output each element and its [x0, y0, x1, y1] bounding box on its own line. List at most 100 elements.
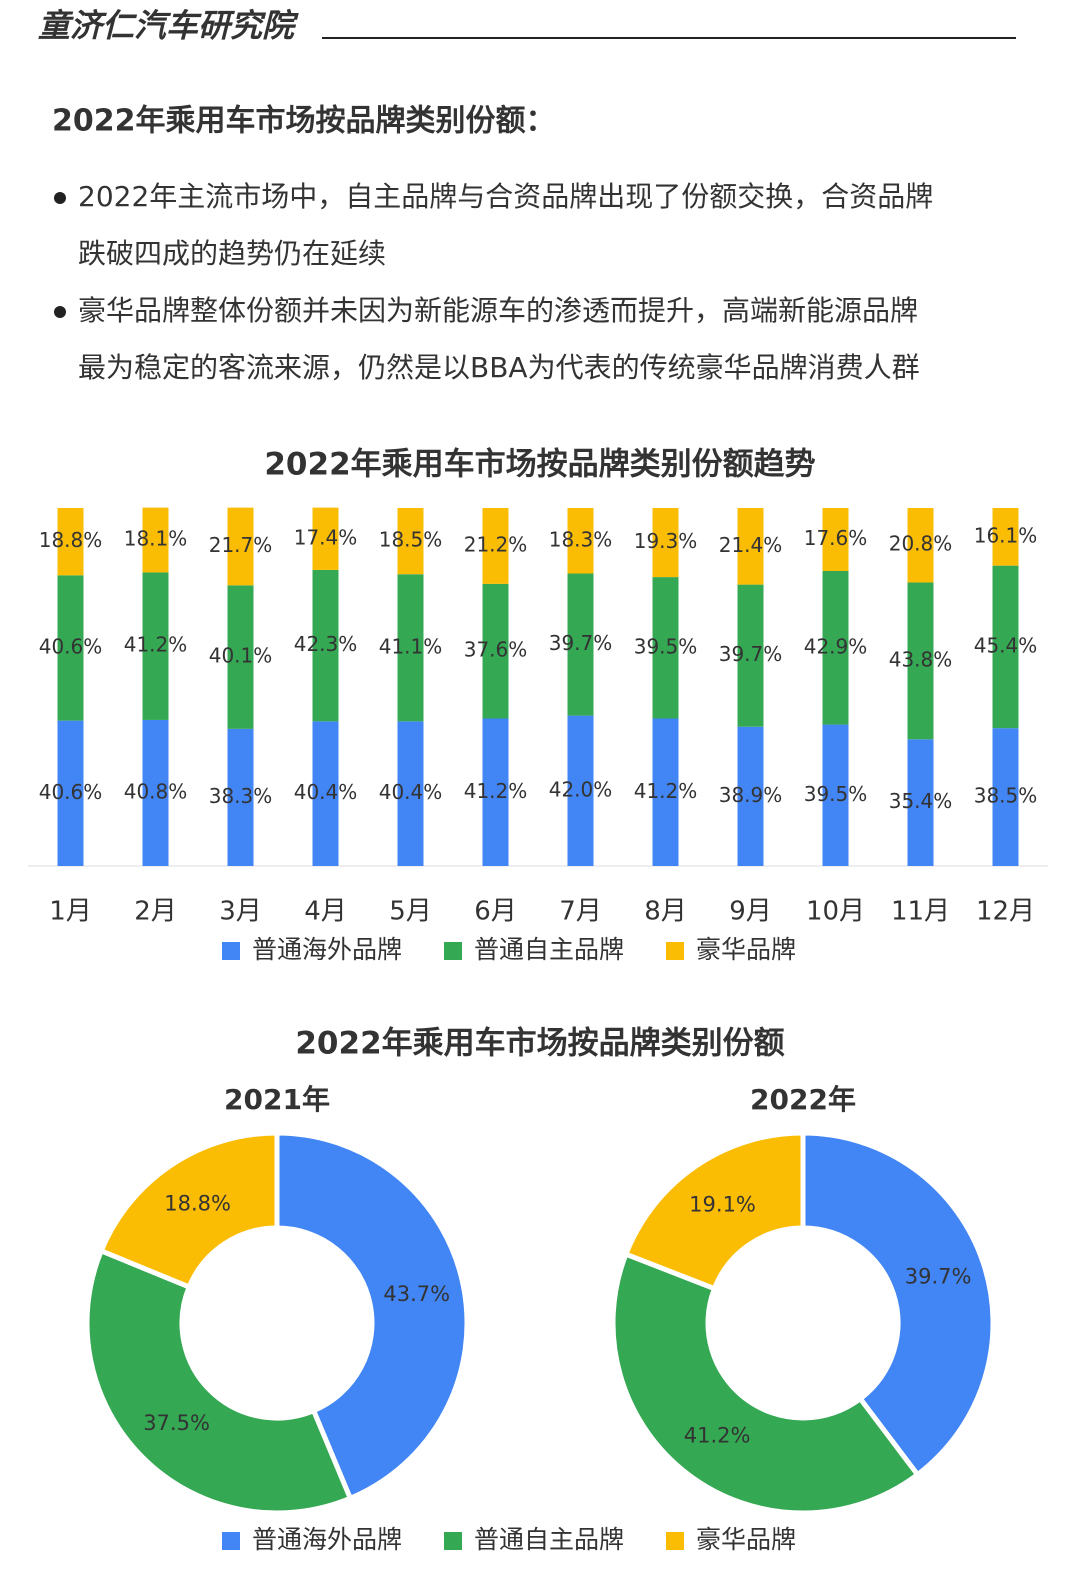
bar-segment: [822, 571, 849, 725]
data-label: 18.8%: [39, 528, 103, 552]
bar-segment: [227, 585, 254, 729]
x-tick-label: 12月: [976, 897, 1035, 927]
legend-label: 普通海外品牌: [252, 1525, 402, 1554]
data-label: 42.3%: [294, 632, 358, 656]
data-label: 39.7%: [719, 642, 783, 666]
data-label: 19.1%: [689, 1192, 756, 1216]
brand: 童济仁汽车研究院: [38, 7, 299, 45]
chart-title: 2022年乘用车市场按品牌类别份额: [295, 1026, 784, 1062]
x-tick-label: 1月: [49, 897, 92, 927]
heading: 2022年乘用车市场按品牌类别份额：: [52, 104, 556, 139]
bar-segment: [142, 572, 169, 720]
data-label: 21.4%: [719, 533, 783, 557]
x-tick-label: 3月: [219, 897, 262, 927]
bullet-text: 2022年主流市场中，自主品牌与合资品牌出现了份额交换，合资品牌: [78, 180, 933, 213]
legend-swatch: [222, 1532, 240, 1550]
donut-slice: [84, 1247, 354, 1516]
data-label: 18.1%: [124, 527, 188, 551]
bar-segment: [482, 508, 509, 584]
pie-title: 2021年: [224, 1083, 330, 1116]
chart-title: 2022年乘用车市场按品牌类别份额趋势: [264, 447, 815, 483]
data-label: 41.2%: [684, 1424, 751, 1448]
data-label: 38.5%: [974, 784, 1038, 808]
bar-segment: [992, 508, 1019, 566]
donut-slice: [622, 1130, 806, 1292]
bar-segment: [397, 721, 424, 866]
bar-segment: [567, 715, 594, 866]
bar-segment: [652, 718, 679, 866]
data-label: 43.7%: [383, 1282, 450, 1306]
data-label: 39.7%: [905, 1265, 972, 1289]
data-label: 45.4%: [974, 633, 1038, 657]
data-label: 41.1%: [379, 634, 443, 658]
bar-segment: [737, 584, 764, 727]
bar-segment: [907, 582, 934, 740]
pie-title: 2022年: [750, 1083, 856, 1116]
data-label: 41.2%: [634, 779, 698, 803]
data-label: 40.4%: [379, 780, 443, 804]
data-label: 16.1%: [974, 523, 1038, 547]
data-label: 39.7%: [549, 631, 613, 655]
bar-segment: [57, 508, 84, 576]
bar-segment: [737, 726, 764, 866]
data-label: 40.4%: [294, 780, 358, 804]
x-tick-label: 8月: [644, 897, 687, 927]
bar-segment: [312, 507, 339, 570]
bar-segment: [652, 577, 679, 719]
bar-segment: [567, 573, 594, 716]
donut-slice: [274, 1130, 470, 1502]
donut-slice: [610, 1250, 922, 1516]
bar-segment: [737, 508, 764, 585]
data-label: 37.5%: [143, 1411, 210, 1435]
x-tick-label: 5月: [389, 897, 432, 927]
legend-label: 豪华品牌: [696, 1525, 796, 1554]
data-label: 17.4%: [294, 525, 358, 549]
bar-segment: [142, 507, 169, 573]
legend-swatch: [666, 1532, 684, 1550]
bar-segment: [907, 739, 934, 866]
data-label: 38.3%: [209, 784, 273, 808]
bar-segment: [312, 569, 339, 722]
bullet-text: 跌破四成的趋势仍在延续: [78, 237, 386, 270]
legend-label: 豪华品牌: [696, 935, 796, 964]
data-label: 40.8%: [124, 779, 188, 803]
data-label: 21.2%: [464, 532, 528, 556]
legend-label: 普通自主品牌: [474, 1525, 624, 1554]
data-label: 40.6%: [39, 780, 103, 804]
x-tick-label: 10月: [806, 897, 865, 927]
bullet-dot: [54, 306, 66, 318]
bar-segment: [992, 728, 1019, 866]
x-tick-label: 9月: [729, 897, 772, 927]
bar-segment: [57, 720, 84, 866]
bar-segment: [397, 574, 424, 722]
bar-segment: [312, 721, 339, 866]
data-label: 19.3%: [634, 529, 698, 553]
bar-segment: [907, 508, 934, 583]
bullet-text: 最为稳定的客流来源，仍然是以BBA为代表的传统豪华品牌消费人群: [78, 351, 920, 384]
donut-slice: [800, 1130, 996, 1479]
data-label: 39.5%: [804, 782, 868, 806]
data-label: 18.8%: [164, 1192, 231, 1216]
legend-swatch: [444, 942, 462, 960]
data-label: 43.8%: [889, 647, 953, 671]
x-tick-label: 6月: [474, 897, 517, 927]
data-label: 38.9%: [719, 783, 783, 807]
data-label: 21.7%: [209, 533, 273, 557]
bar-segment: [142, 719, 169, 866]
bullet-text: 豪华品牌整体份额并未因为新能源车的渗透而提升，高端新能源品牌: [78, 294, 918, 327]
legend-swatch: [444, 1532, 462, 1550]
data-label: 41.2%: [464, 779, 528, 803]
data-label: 39.5%: [634, 634, 698, 658]
data-label: 41.2%: [124, 633, 188, 657]
x-tick-label: 2月: [134, 897, 177, 927]
data-label: 42.0%: [549, 777, 613, 801]
bar-segment: [822, 508, 849, 572]
data-label: 40.6%: [39, 634, 103, 658]
bar-segment: [227, 507, 254, 586]
x-tick-label: 4月: [304, 897, 347, 927]
bar-segment: [822, 724, 849, 866]
donut-slice: [97, 1130, 280, 1291]
data-label: 37.6%: [464, 638, 528, 662]
